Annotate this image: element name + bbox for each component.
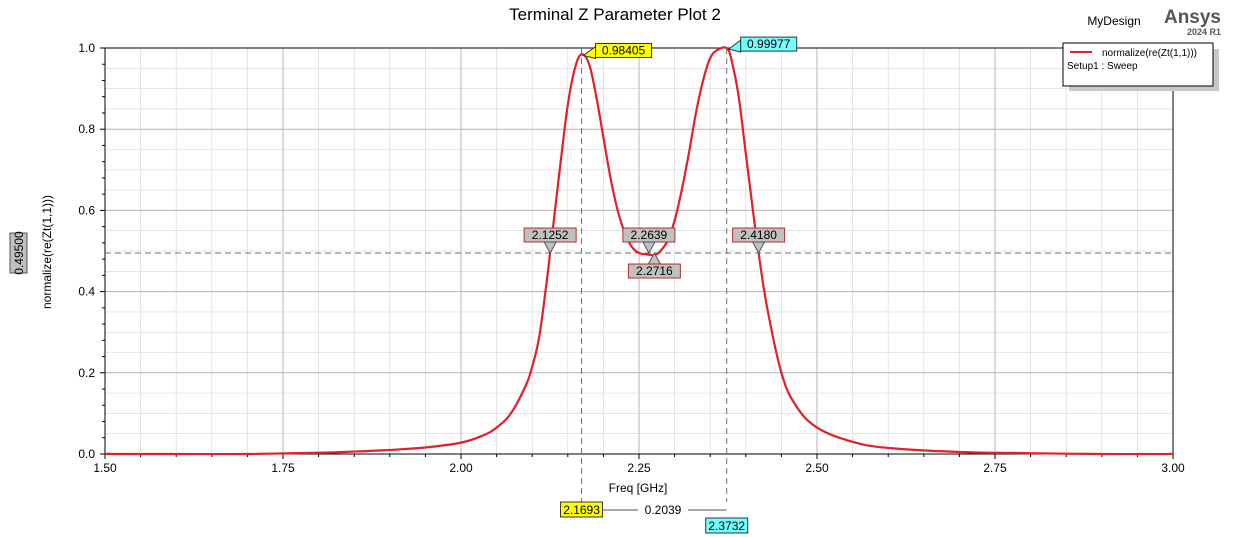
legend-setup-label: Setup1 : Sweep [1067,61,1138,72]
y-cursor-readout[interactable]: 0.49500 [9,231,28,275]
peak-marker-box[interactable] [595,42,653,58]
peak-marker-pointer [727,39,742,53]
chart-title: Terminal Z Parameter Plot 2 [509,5,721,24]
delta-label: 0.2039 [645,503,682,517]
crossing-marker-label: 2.4180 [740,228,777,242]
peak-x-readout-label: 2.3732 [708,519,745,533]
series-line-zt11 [104,46,1174,456]
legend-box [1062,42,1214,87]
x-tick-label: 3.00 [1161,461,1185,475]
crossing-marker-pointer [751,241,766,255]
y-tick-label: 0.6 [78,203,95,217]
crossing-marker-box[interactable] [627,263,681,279]
design-name: MyDesign [1087,14,1140,28]
marker-labels[interactable]: 0.98405 2.1693 0.99977 2.3732 0.2039 2.1252 2.… [523,36,798,534]
x-tick-label: 2.75 [983,461,1007,475]
peak-marker-value: 0.98405 [602,43,646,57]
peak-x-readout-label: 2.1693 [563,503,600,517]
x-tick-label: 1.50 [93,461,117,475]
legend-series-label: normalize(re(Zt(1,1))) [1102,48,1197,59]
y-tick-label: 0.0 [78,447,95,461]
crossing-marker-label: 2.2716 [636,264,673,278]
peak-x-readout-box[interactable] [705,517,749,534]
x-tick-label: 2.00 [449,461,473,475]
grid-lines [105,48,1173,454]
crossing-marker-pointer [543,241,557,255]
x-axis-label: Freq [GHz] [609,481,668,495]
peak-marker-value: 0.99977 [747,37,791,51]
crossing-marker-label: 2.2639 [631,228,668,242]
x-tick-label: 2.50 [805,461,829,475]
y-cursor-readout-box [9,232,28,274]
legend[interactable]: normalize(re(Zt(1,1))) Setup1 : Sweep [1062,42,1219,91]
brand-version: 2024 R1 [1187,27,1221,37]
y-cursor-readout-label: 0.49500 [12,231,26,275]
peak-marker-box[interactable] [740,36,798,52]
brand-logo: Ansys [1164,7,1221,28]
x-axis: 1.50 1.75 2.00 2.25 2.50 2.75 3.00 [93,454,1185,475]
crossing-marker-label: 2.1252 [532,228,569,242]
y-tick-label: 1.0 [78,41,95,55]
y-axis: 0.0 0.2 0.4 0.6 0.8 1.0 [78,41,105,461]
x-tick-label: 1.75 [271,461,295,475]
crossing-marker-pointer [642,241,656,255]
x-tick-label: 2.25 [627,461,651,475]
y-tick-label: 0.4 [78,285,95,299]
y-tick-label: 0.8 [78,122,95,136]
y-axis-label: normalize(re(Zt(1,1))) [40,195,54,309]
y-tick-label: 0.2 [78,366,95,380]
